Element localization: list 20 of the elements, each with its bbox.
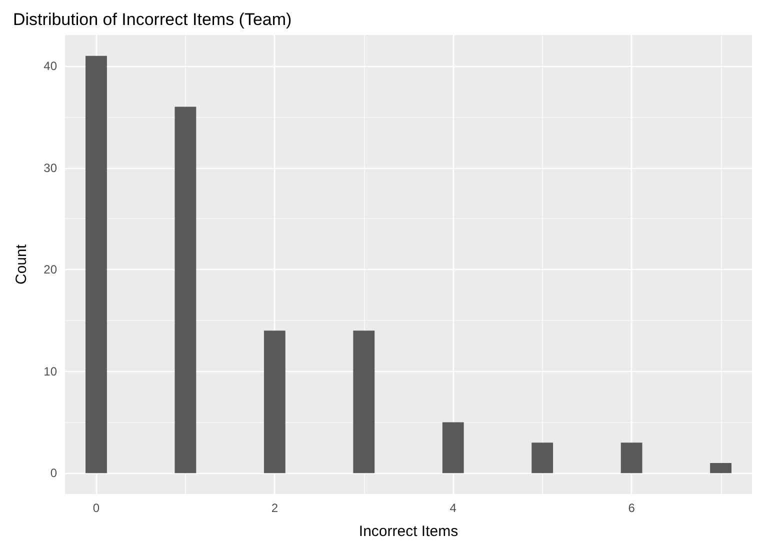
y-tick-label: 30: [44, 160, 58, 175]
x-tick-label: 0: [92, 501, 100, 515]
x-tick-label: 2: [271, 501, 278, 515]
bar: [710, 462, 732, 474]
x-tick-label: 4: [450, 501, 457, 515]
y-axis-title: Count: [13, 244, 30, 285]
bar: [620, 442, 642, 474]
y-tick-label: 10: [44, 364, 58, 378]
y-tick-label: 0: [50, 466, 58, 480]
y-tick-label: 20: [44, 262, 58, 277]
bar: [442, 422, 464, 474]
bar: [264, 330, 286, 474]
bar: [353, 330, 375, 474]
x-tick-label: 6: [628, 501, 636, 515]
y-tick-label: 40: [44, 59, 58, 74]
x-axis-title: Incorrect Items: [358, 523, 458, 540]
bar: [86, 56, 107, 474]
bar: [174, 106, 196, 474]
chart-title: Distribution of Incorrect Items (Team): [13, 10, 292, 29]
bar: [532, 442, 554, 474]
